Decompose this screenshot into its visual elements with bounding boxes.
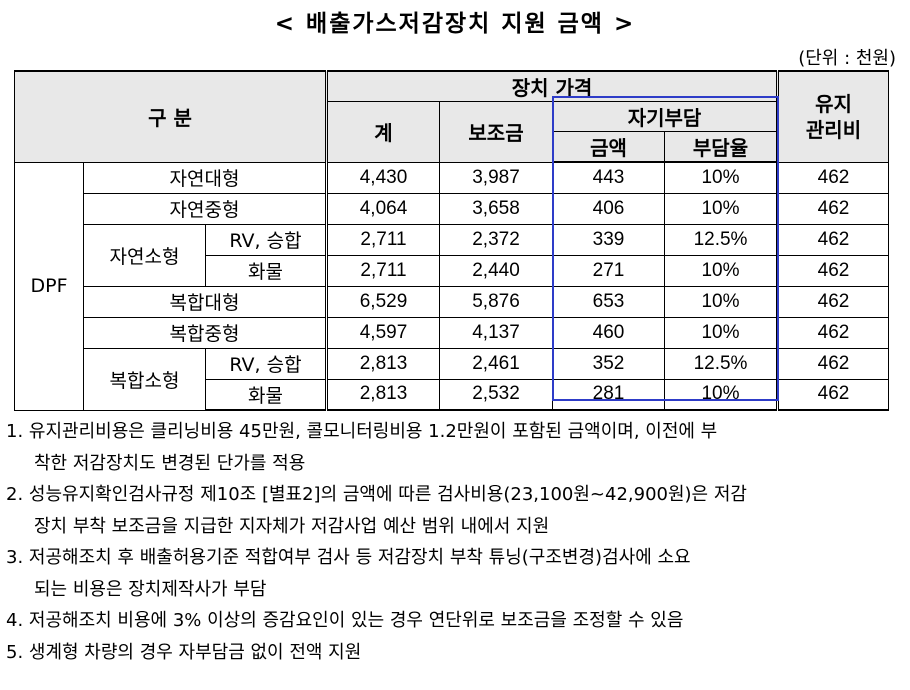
cell-subsidy: 2,532: [439, 378, 553, 411]
cell-maintenance: 462: [777, 347, 889, 380]
cell-total: 4,064: [326, 192, 440, 225]
cell-subsidy: 2,372: [439, 223, 553, 256]
header-maintenance: 유지 관리비: [777, 70, 889, 163]
cell-ratio: 12.5%: [664, 347, 779, 380]
table-row: 화물 2,813 2,532 281 10% 462: [15, 378, 889, 411]
dpf-label: DPF: [14, 161, 84, 411]
note-line: 2. 성능유지확인검사규정 제10조 [별표2]의 금액에 따른 검사비용(23…: [6, 484, 747, 505]
cell-ratio: 12.5%: [664, 223, 779, 256]
cell-total: 2,711: [326, 223, 440, 256]
note-line-cont: 착한 저감장치도 변경된 단가를 적용: [34, 452, 306, 474]
cell-subsidy: 4,137: [439, 316, 553, 349]
cell-maintenance: 462: [777, 378, 889, 411]
note-item: 3. 저공해조치 후 배출허용기준 적합여부 검사 등 저감장치 부착 튜닝(구…: [6, 542, 906, 605]
cell-amount: 281: [552, 378, 665, 411]
note-item: 4. 저공해조치 비용에 3% 이상의 증감요인이 있는 경우 연단위로 보조금…: [6, 605, 906, 637]
row-type: 자연중형: [83, 192, 328, 225]
cell-total: 4,597: [326, 316, 440, 349]
cell-ratio: 10%: [664, 285, 779, 318]
cell-ratio: 10%: [664, 192, 779, 225]
notes-list: 1. 유지관리비용은 클리닝비용 45만원, 콜모니터링비용 1.2만원이 포함…: [6, 416, 906, 668]
header-subsidy: 보조금: [439, 101, 553, 163]
cell-ratio: 10%: [664, 378, 779, 411]
note-item: 1. 유지관리비용은 클리닝비용 45만원, 콜모니터링비용 1.2만원이 포함…: [6, 416, 906, 479]
header-category: 구 분: [14, 70, 328, 163]
header-maintenance-line2: 관리비: [805, 117, 862, 142]
row-subtype: RV, 승합: [205, 347, 328, 380]
note-item: 5. 생계형 차량의 경우 자부담금 없이 전액 지원: [6, 637, 906, 669]
note-line-cont: 되는 비용은 장치제작사가 부담: [34, 578, 267, 600]
cell-total: 2,711: [326, 254, 440, 287]
subsidy-table: 구 분 장치 가격 유지 관리비 계 보조금 자기부담 금액 부담율 DPF 자…: [14, 70, 889, 411]
cell-amount: 339: [552, 223, 665, 256]
cell-amount: 443: [552, 161, 665, 194]
header-self-pay-group: 자기부담: [552, 101, 779, 132]
cell-total: 4,430: [326, 161, 440, 194]
cell-ratio: 10%: [664, 254, 779, 287]
header-total: 계: [326, 101, 440, 163]
note-line: 4. 저공해조치 비용에 3% 이상의 증감요인이 있는 경우 연단위로 보조금…: [6, 610, 684, 631]
cell-total: 2,813: [326, 347, 440, 380]
note-line-cont: 장치 부착 보조금을 지급한 지자체가 저감사업 예산 범위 내에서 지원: [34, 515, 550, 537]
cell-total: 2,813: [326, 378, 440, 411]
page-title: < 배출가스저감장치 지원 금액 >: [274, 11, 636, 37]
row-type: 자연대형: [83, 161, 328, 194]
row-type: 자연소형: [83, 223, 206, 287]
cell-ratio: 10%: [664, 161, 779, 194]
cell-ratio: 10%: [664, 316, 779, 349]
unit-label: (단위 : 천원): [798, 48, 896, 69]
table-row: 복합대형 6,529 5,876 653 10% 462: [15, 285, 889, 318]
cell-amount: 653: [552, 285, 665, 318]
header-price-group: 장치 가격: [326, 70, 779, 102]
note-item: 2. 성능유지확인검사규정 제10조 [별표2]의 금액에 따른 검사비용(23…: [6, 479, 906, 542]
header-ratio: 부담율: [664, 131, 779, 163]
note-line: 5. 생계형 차량의 경우 자부담금 없이 전액 지원: [6, 641, 362, 663]
row-type: 복합소형: [83, 347, 206, 411]
cell-maintenance: 462: [777, 192, 889, 225]
note-line: 3. 저공해조치 후 배출허용기준 적합여부 검사 등 저감장치 부착 튜닝(구…: [6, 547, 691, 568]
cell-maintenance: 462: [777, 223, 889, 256]
table-row: 복합중형 4,597 4,137 460 10% 462: [15, 316, 889, 349]
cell-subsidy: 3,987: [439, 161, 553, 194]
row-subtype: 화물: [205, 378, 328, 411]
cell-amount: 406: [552, 192, 665, 225]
note-line: 1. 유지관리비용은 클리닝비용 45만원, 콜모니터링비용 1.2만원이 포함…: [6, 421, 718, 442]
cell-maintenance: 462: [777, 161, 889, 194]
table-row: 자연중형 4,064 3,658 406 10% 462: [15, 192, 889, 225]
cell-subsidy: 5,876: [439, 285, 553, 318]
cell-amount: 460: [552, 316, 665, 349]
cell-subsidy: 2,461: [439, 347, 553, 380]
cell-maintenance: 462: [777, 285, 889, 318]
cell-maintenance: 462: [777, 254, 889, 287]
row-subtype: RV, 승합: [205, 223, 328, 256]
cell-subsidy: 2,440: [439, 254, 553, 287]
cell-total: 6,529: [326, 285, 440, 318]
header-maintenance-line1: 유지: [815, 91, 852, 116]
table-row: 복합소형 RV, 승합 2,813 2,461 352 12.5% 462: [15, 347, 889, 411]
table-row: DPF 자연대형 4,430 3,987 443 10% 462: [14, 161, 889, 411]
cell-subsidy: 3,658: [439, 192, 553, 225]
table-row: 자연소형 RV, 승합 2,711 2,372 339 12.5% 462: [15, 223, 889, 287]
row-type: 복합중형: [83, 316, 328, 349]
cell-amount: 352: [552, 347, 665, 380]
cell-amount: 271: [552, 254, 665, 287]
row-subtype: 화물: [205, 254, 328, 287]
header-amount: 금액: [552, 131, 665, 163]
row-type: 복합대형: [83, 285, 328, 318]
cell-maintenance: 462: [777, 316, 889, 349]
